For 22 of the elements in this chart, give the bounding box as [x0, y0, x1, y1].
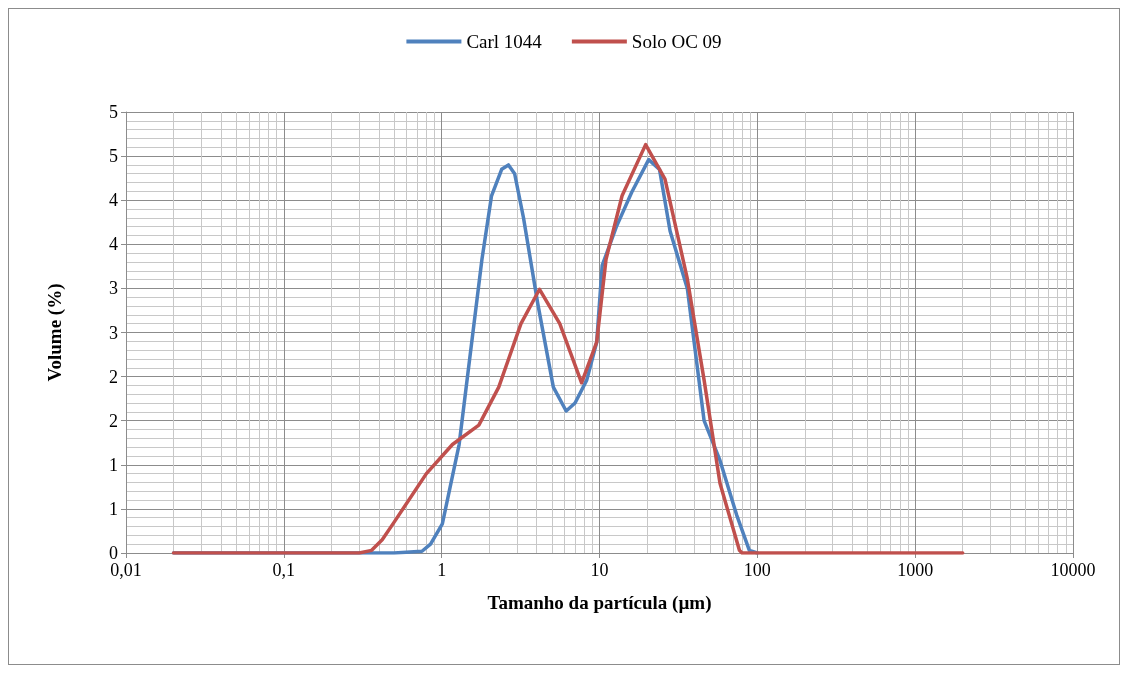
legend-label: Carl 1044 [466, 31, 543, 52]
x-tick-label: 0,01 [110, 560, 142, 580]
legend-label: Solo OC 09 [631, 31, 722, 52]
y-tick-label: 2 [109, 366, 118, 387]
x-axis-title: Tamanho da partícula (µm) [487, 592, 712, 614]
y-tick-label: 3 [109, 322, 118, 343]
x-tick-label: 1000 [897, 560, 934, 580]
y-tick-label: 5 [109, 102, 118, 122]
y-tick-label: 1 [109, 498, 118, 519]
y-tick-label: 4 [109, 234, 118, 255]
y-axis-title: Volume (%) [44, 283, 66, 382]
y-tick-label: 4 [109, 190, 118, 211]
y-tick-label: 5 [109, 146, 118, 167]
x-tick-label: 10000 [1050, 560, 1096, 580]
y-tick-label: 0 [109, 543, 118, 563]
x-tick-label: 100 [743, 560, 771, 580]
x-tick-label: 0,1 [272, 560, 296, 580]
y-tick-label: 1 [109, 454, 118, 475]
y-tick-label: 2 [109, 410, 118, 431]
x-tick-label: 1 [437, 560, 447, 580]
y-tick-label: 3 [109, 278, 118, 299]
x-tick-label: 10 [590, 560, 609, 580]
